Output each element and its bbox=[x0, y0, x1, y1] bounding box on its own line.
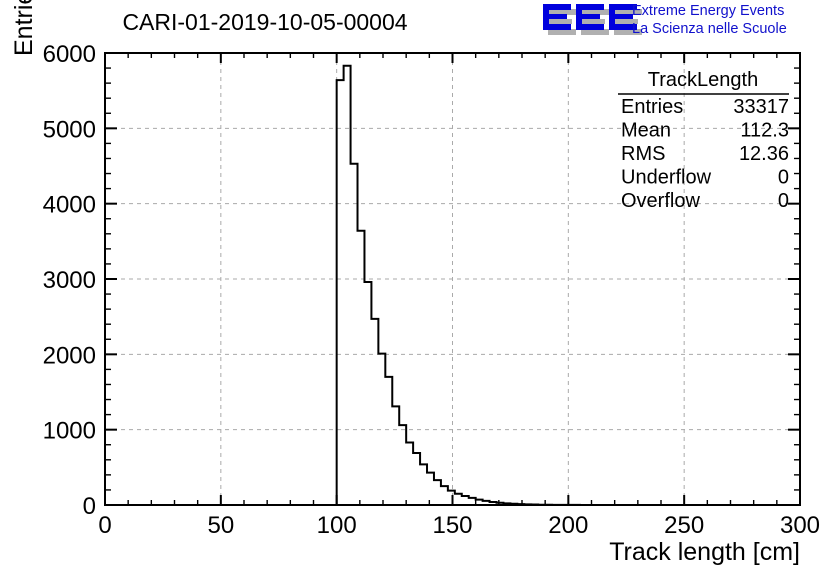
y-tick-label: 1000 bbox=[43, 418, 96, 445]
logo-e-bar bbox=[581, 29, 609, 35]
x-tick-label: 150 bbox=[432, 512, 472, 539]
logo-e-stem bbox=[543, 4, 549, 30]
logo-e-stem bbox=[576, 4, 582, 30]
stats-row-label: Entries bbox=[621, 96, 683, 118]
y-axis-title: Entries/bin bbox=[10, 0, 38, 56]
x-tick-label: 0 bbox=[98, 512, 111, 539]
logo-e-bar bbox=[581, 9, 609, 15]
logo-e-bar bbox=[614, 9, 642, 15]
y-axis-tick-labels: 0 1000 2000 3000 4000 5000 6000 bbox=[43, 41, 96, 520]
y-tick-label: 6000 bbox=[43, 41, 96, 68]
stats-box-rows: Entries 33317 Mean 112.3 RMS 12.36 Underflow 0 O… bbox=[621, 96, 789, 212]
x-axis-tick-labels: 0 50 100 150 200 250 300 bbox=[98, 512, 820, 539]
x-tick-label: 200 bbox=[548, 512, 588, 539]
stats-row-value: 33317 bbox=[733, 96, 789, 118]
y-tick-label: 4000 bbox=[43, 192, 96, 219]
page-title: CARI-01-2019-10-05-00004 bbox=[122, 9, 407, 35]
stats-row-value: 112.3 bbox=[740, 120, 789, 142]
logo-e-bar bbox=[548, 19, 572, 24]
x-tick-label: 250 bbox=[664, 512, 704, 539]
logo-e-bar bbox=[609, 4, 637, 10]
stats-row-value: 12.36 bbox=[739, 143, 789, 165]
stats-row-value: 0 bbox=[778, 167, 789, 189]
y-tick-label: 3000 bbox=[43, 267, 96, 294]
logo-e-bar bbox=[576, 4, 604, 10]
logo-e-stem bbox=[548, 9, 554, 35]
stats-box: TrackLength Entries 33317 Mean 112.3 RMS 12.3… bbox=[618, 69, 789, 212]
x-tick-label: 100 bbox=[317, 512, 357, 539]
logo-e-bar bbox=[543, 24, 571, 30]
logo-e-bar bbox=[609, 24, 637, 30]
logo-e-bar bbox=[614, 19, 638, 24]
logo-e-bar bbox=[543, 4, 571, 10]
y-tick-label: 2000 bbox=[43, 342, 96, 369]
stats-row-label: RMS bbox=[621, 143, 665, 165]
stats-row-label: Underflow bbox=[621, 167, 712, 189]
x-tick-label: 300 bbox=[780, 512, 820, 539]
stats-row-label: Mean bbox=[621, 120, 671, 142]
stats-row-value: 0 bbox=[778, 190, 789, 212]
logo-e-bar bbox=[576, 14, 600, 19]
logo-e-bar bbox=[543, 14, 567, 19]
x-tick-label: 50 bbox=[207, 512, 234, 539]
y-tick-label: 5000 bbox=[43, 116, 96, 143]
logo-e-stem bbox=[609, 4, 615, 30]
logo-e-stem bbox=[581, 9, 587, 35]
logo-e-bar bbox=[576, 24, 604, 30]
logo-line-1: Extreme Energy Events bbox=[632, 3, 784, 19]
eee-logo-icon bbox=[543, 4, 642, 35]
logo-e-stem bbox=[614, 9, 620, 35]
axis-frame bbox=[104, 52, 801, 506]
logo-e-bar bbox=[614, 29, 642, 35]
y-tick-label: 0 bbox=[83, 493, 96, 520]
logo-e-bar bbox=[548, 9, 576, 15]
logo-e-bar bbox=[548, 29, 576, 35]
stats-row-label: Overflow bbox=[621, 190, 700, 212]
x-axis-title: Track length [cm] bbox=[609, 538, 800, 566]
logo-line-2: La Scienza nelle Scuole bbox=[632, 21, 787, 37]
logo-e-bar bbox=[609, 14, 633, 19]
stats-box-title: TrackLength bbox=[648, 69, 758, 91]
logo-e-bar bbox=[581, 19, 605, 24]
